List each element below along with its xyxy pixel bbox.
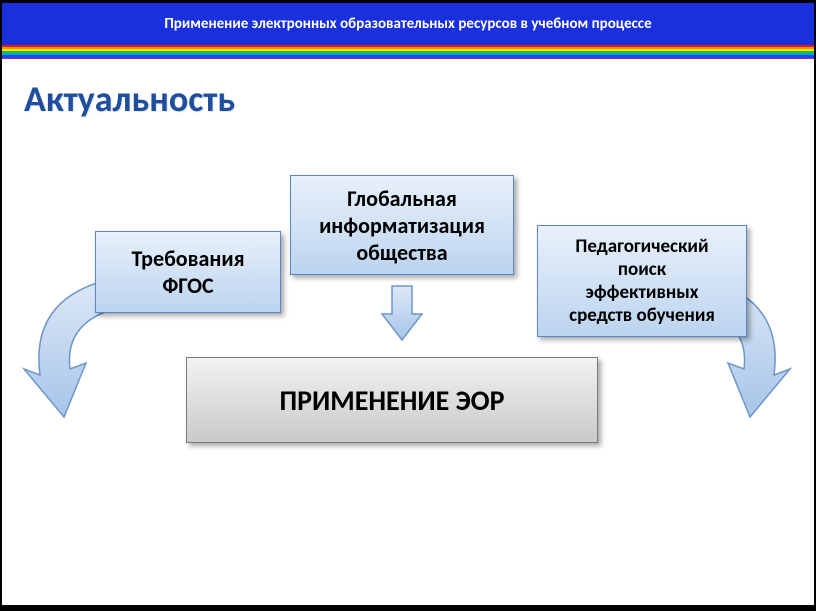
node-label: Педагогическийпоискэффективныхсредств об… <box>555 229 729 333</box>
down-arrow-icon <box>380 284 424 342</box>
node-global: Глобальнаяинформатизацияобщества <box>290 175 514 275</box>
node-eor: ПРИМЕНЕНИЕ ЭОР <box>186 357 598 443</box>
node-label: ПРИМЕНЕНИЕ ЭОР <box>265 377 518 424</box>
node-label: Глобальнаяинформатизацияобщества <box>305 179 499 272</box>
diagram-canvas: ТребованияФГОС Глобальнаяинформатизацияоб… <box>2 3 814 605</box>
node-fgos: ТребованияФГОС <box>95 231 281 313</box>
node-label: ТребованияФГОС <box>117 239 258 305</box>
node-search: Педагогическийпоискэффективныхсредств об… <box>537 225 747 337</box>
slide: Применение электронных образовательных р… <box>2 3 814 605</box>
